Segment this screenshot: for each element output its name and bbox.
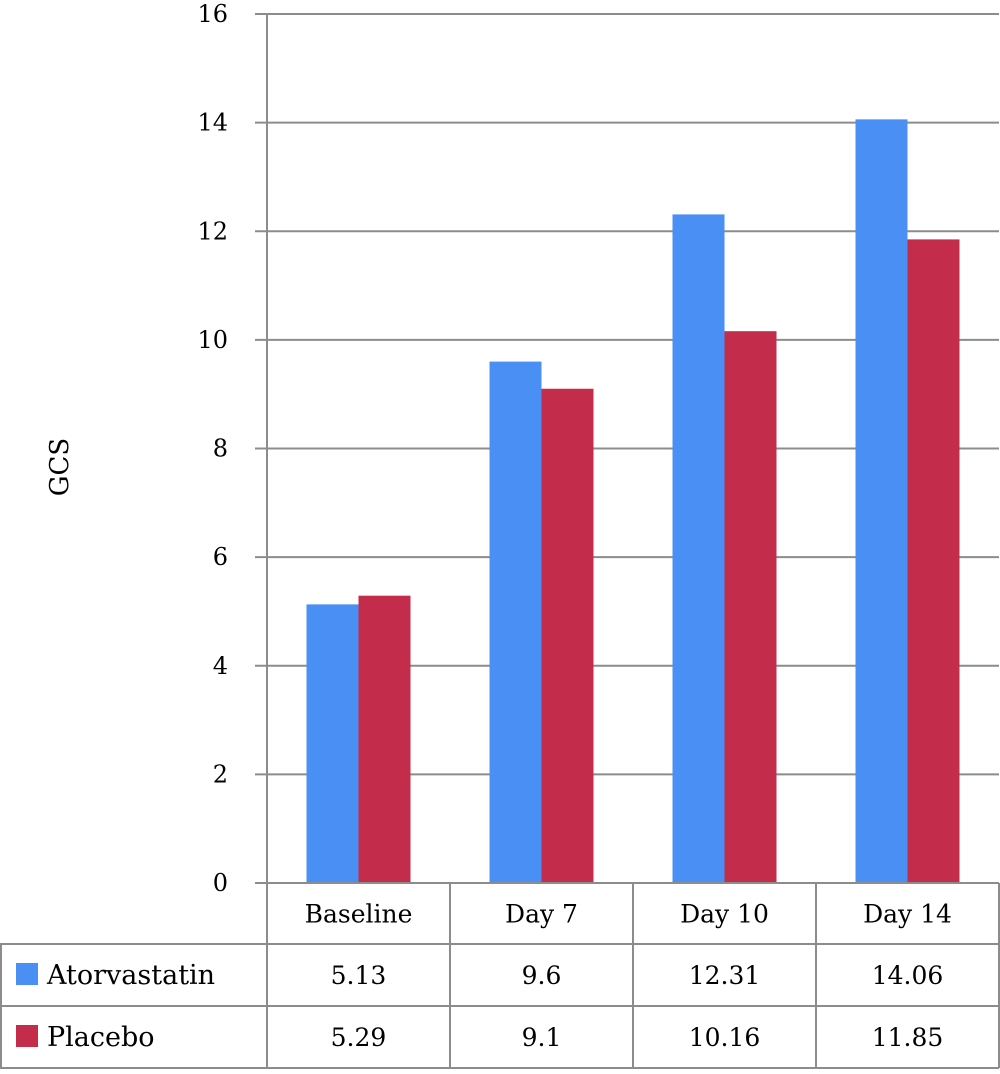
y-tick-label: 0 (213, 869, 228, 897)
data-label: 9.1 (522, 1023, 562, 1052)
y-tick-label: 10 (197, 326, 228, 354)
category-label: Day 7 (505, 900, 578, 929)
data-label: 5.13 (331, 961, 387, 990)
bar-atorvastatin-baseline (306, 604, 359, 883)
bar-atorvastatin-day-10 (672, 214, 725, 883)
data-label: 10.16 (689, 1023, 761, 1052)
y-tick-label: 12 (197, 217, 228, 245)
data-label: 9.6 (522, 961, 562, 990)
axes: 0 2 4 6 8 10 12 14 16 (197, 0, 268, 897)
category-label: Day 14 (863, 900, 952, 929)
y-tick-label: 14 (197, 109, 228, 137)
data-label: 5.29 (331, 1023, 387, 1052)
y-tick-label: 8 (213, 435, 228, 463)
y-tick-label: 2 (213, 760, 228, 788)
legend-swatch (16, 963, 38, 985)
data-label: 12.31 (689, 961, 761, 990)
data-table: Baseline Day 7 Day 10 Day 14 Atorvastatin 5.1… (0, 882, 1000, 1069)
bar-placebo-day-14 (907, 239, 960, 884)
bar-placebo-day-7 (541, 388, 594, 883)
bar-atorvastatin-day-14 (855, 119, 908, 883)
bar-atorvastatin-day-7 (489, 361, 542, 884)
bar-placebo-day-10 (724, 331, 777, 883)
y-axis-label: GCS (45, 438, 75, 496)
legend-label: Placebo (47, 1022, 155, 1053)
y-tick-label: 16 (197, 0, 228, 28)
data-label: 14.06 (872, 961, 944, 990)
bar-placebo-baseline (358, 595, 411, 883)
y-tick-label: 4 (213, 652, 228, 680)
legend-swatch (16, 1025, 38, 1047)
category-label: Day 10 (680, 900, 769, 929)
bars (306, 119, 960, 884)
category-label: Baseline (305, 900, 413, 929)
data-label: 11.85 (872, 1023, 944, 1052)
y-tick-label: 6 (213, 543, 228, 571)
legend-label: Atorvastatin (46, 960, 215, 991)
